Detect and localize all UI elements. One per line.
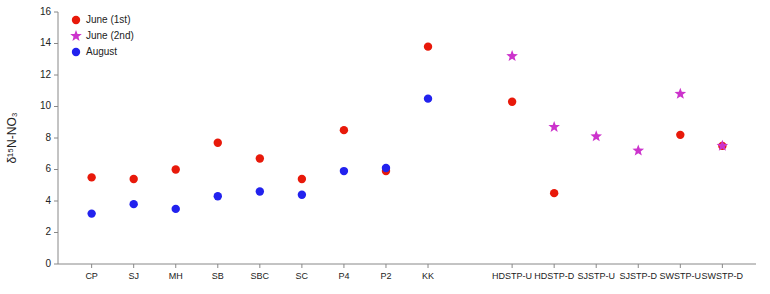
point xyxy=(214,192,222,200)
point xyxy=(550,189,558,197)
point xyxy=(590,130,602,141)
chart: 0 2 4 6 8 10 12 14 16 CP SJ MH SB SBC SC P4 P2 KK HDSTP-UH… xyxy=(0,0,770,294)
point xyxy=(256,187,264,195)
point xyxy=(548,121,560,132)
x-tick xyxy=(680,264,681,268)
series-1 xyxy=(506,50,728,156)
point xyxy=(424,94,432,102)
point xyxy=(340,167,348,175)
x-tick xyxy=(343,264,344,268)
x-tick-label: MH xyxy=(169,271,183,281)
x-tick xyxy=(638,264,639,268)
y-tick xyxy=(54,43,58,44)
point xyxy=(506,50,518,61)
x-tick-label: SJ xyxy=(128,271,139,281)
x-axis-line xyxy=(58,264,756,265)
point xyxy=(676,131,684,139)
x-tick xyxy=(512,264,513,268)
x-tick-label: P4 xyxy=(338,271,349,281)
x-tick xyxy=(91,264,92,268)
y-tick xyxy=(54,138,58,139)
y-tick-label: 0 xyxy=(45,258,51,269)
y-tick-label: 6 xyxy=(45,163,51,174)
x-tick xyxy=(301,264,302,268)
point xyxy=(340,126,348,134)
y-tick xyxy=(54,201,58,202)
y-tick-label: 12 xyxy=(40,69,52,80)
point xyxy=(129,200,137,208)
x-tick xyxy=(722,264,723,268)
x-tick xyxy=(596,264,597,268)
x-tick xyxy=(554,264,555,268)
y-tick-label: 16 xyxy=(40,6,52,17)
legend-marker xyxy=(72,48,80,56)
x-tick-label: SJSTP-D xyxy=(620,271,658,281)
x-tick-label: SC xyxy=(296,271,309,281)
y-tick-label: 2 xyxy=(45,226,51,237)
legend-marker xyxy=(70,30,82,41)
x-tick-label: SWSTP-D xyxy=(702,271,744,281)
series-0 xyxy=(87,42,726,197)
x-tick-label: SBC xyxy=(251,271,270,281)
x-tick xyxy=(385,264,386,268)
x-tick xyxy=(217,264,218,268)
legend-marker xyxy=(72,16,80,24)
legend-label: June (1st) xyxy=(86,14,130,25)
y-tick-label: 14 xyxy=(40,37,52,48)
point xyxy=(632,145,644,156)
legend-label: August xyxy=(86,46,117,57)
y-tick xyxy=(54,106,58,107)
point xyxy=(172,205,180,213)
plot-area xyxy=(87,42,728,217)
point xyxy=(298,175,306,183)
x-tick xyxy=(259,264,260,268)
x-tick-label: P2 xyxy=(380,271,391,281)
point xyxy=(87,173,95,181)
y-tick xyxy=(54,232,58,233)
y-tick xyxy=(54,12,58,13)
x-tick xyxy=(428,264,429,268)
x-tick-label: KK xyxy=(422,271,434,281)
y-tick-label: 10 xyxy=(40,100,52,111)
x-tick-label: SJSTP-U xyxy=(577,271,615,281)
point xyxy=(129,175,137,183)
point xyxy=(87,209,95,217)
point xyxy=(508,98,516,106)
point xyxy=(675,88,687,99)
series-2 xyxy=(87,94,432,217)
x-tick-label: HDSTP-D xyxy=(534,271,574,281)
x-tick-label: HDSTP-U xyxy=(492,271,532,281)
y-tick xyxy=(54,264,58,265)
y-tick-label: 4 xyxy=(45,195,51,206)
y-axis-label: δ¹⁵N-NO₃ xyxy=(5,112,19,163)
x-tick-label: CP xyxy=(85,271,98,281)
legend-label: June (2nd) xyxy=(86,30,134,41)
x-tick xyxy=(175,264,176,268)
point xyxy=(717,140,729,151)
point xyxy=(424,42,432,50)
point xyxy=(214,139,222,147)
point xyxy=(172,165,180,173)
point xyxy=(256,154,264,162)
point xyxy=(382,164,390,172)
x-tick xyxy=(133,264,134,268)
legend: June (1st) June (2nd) August xyxy=(70,14,134,57)
point xyxy=(298,191,306,199)
x-tick-label: SWSTP-U xyxy=(660,271,702,281)
y-tick-label: 8 xyxy=(45,132,51,143)
x-tick-label: SB xyxy=(212,271,224,281)
y-tick xyxy=(54,75,58,76)
y-tick xyxy=(54,169,58,170)
